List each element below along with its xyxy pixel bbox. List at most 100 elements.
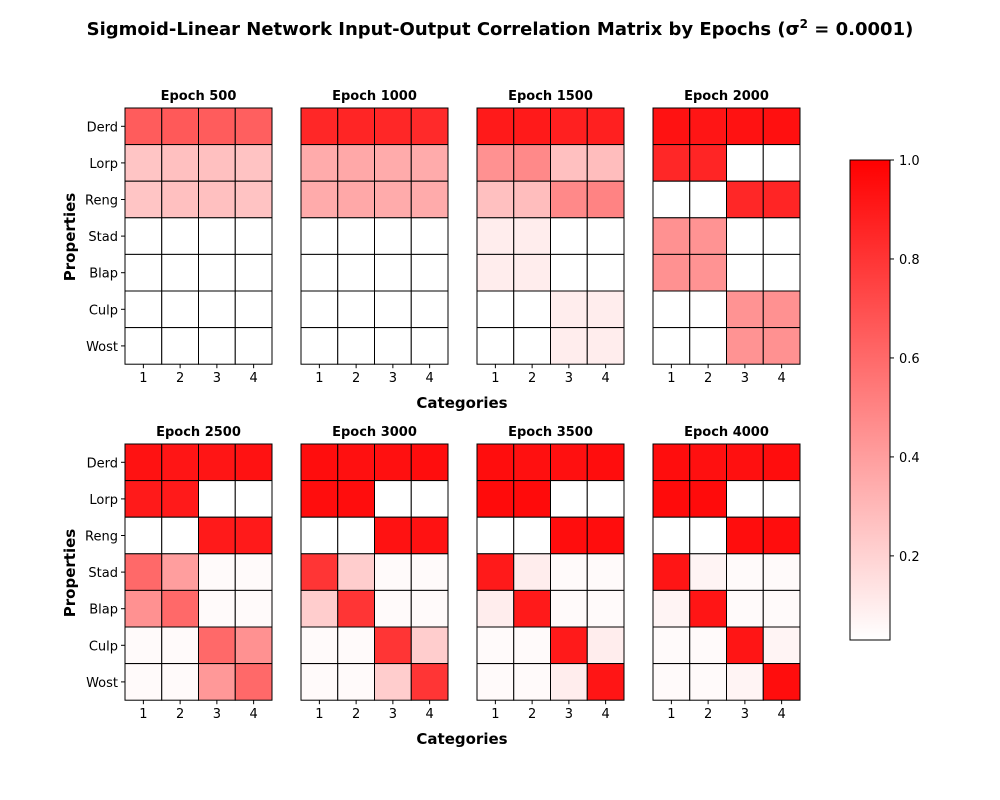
- heatmap-cell: [762, 553, 801, 591]
- heatmap-cell: [476, 663, 515, 701]
- heatmap-cell: [726, 217, 764, 255]
- heatmap-cell: [198, 663, 236, 701]
- heatmap-cell: [410, 217, 449, 255]
- heatmap-cell: [337, 144, 375, 182]
- heatmap-cell: [726, 253, 764, 292]
- heatmap-cell: [689, 180, 727, 219]
- heatmap-cell: [300, 589, 339, 628]
- heatmap-cell: [762, 626, 801, 665]
- heatmap-cell: [300, 480, 339, 518]
- heatmap-cell: [726, 626, 764, 665]
- heatmap-cell: [550, 480, 588, 518]
- heatmap-panel: Epoch 2500 1 2 3 4 Derd Lorp Reng Stad Blap Culp Wo…: [85, 425, 273, 722]
- x-tick-label: 1: [667, 707, 675, 722]
- y-tick-label: Stad: [88, 230, 118, 245]
- x-tick-label: 3: [565, 707, 573, 722]
- heatmap-cell: [652, 626, 691, 665]
- heatmap-cell: [337, 253, 375, 292]
- heatmap-cell: [300, 253, 339, 292]
- heatmap-cell: [513, 443, 551, 482]
- heatmap-cell: [410, 553, 449, 591]
- heatmap-cell: [124, 180, 163, 219]
- figure-title: Sigmoid-Linear Network Input-Output Corr…: [87, 17, 914, 40]
- heatmap-cell: [124, 663, 163, 701]
- heatmap-cell: [726, 107, 764, 146]
- heatmap-cell: [337, 443, 375, 482]
- x-tick-label: 4: [777, 371, 785, 386]
- heatmap-cell: [586, 290, 625, 329]
- heatmap-cell: [550, 290, 588, 329]
- heatmap-cell: [161, 180, 199, 219]
- heatmap-cell: [374, 663, 412, 701]
- y-tick-label: Stad: [88, 566, 118, 581]
- x-tick-label: 3: [741, 371, 749, 386]
- heatmap-cell: [124, 553, 163, 591]
- heatmap-cell: [762, 107, 801, 146]
- heatmap-cell: [374, 553, 412, 591]
- heatmap-cell: [689, 253, 727, 292]
- heatmap-cell: [337, 516, 375, 555]
- x-tick-label: 1: [315, 371, 323, 386]
- colorbar: 0.2 0.4 0.6 0.8 1.0: [849, 154, 920, 641]
- heatmap-cell: [550, 180, 588, 219]
- heatmap-cell: [586, 217, 625, 255]
- x-tick-label: 3: [389, 707, 397, 722]
- panel-title: Epoch 3000: [332, 425, 417, 440]
- heatmap-cell: [586, 443, 625, 482]
- heatmap-cell: [198, 553, 236, 591]
- heatmap-cell: [513, 553, 551, 591]
- heatmap-cell: [513, 589, 551, 628]
- heatmap-cell: [374, 144, 412, 182]
- heatmap-cell: [410, 107, 449, 146]
- heatmap-cell: [300, 626, 339, 665]
- heatmap-cell: [689, 327, 727, 365]
- heatmap-cell: [410, 180, 449, 219]
- heatmap-cell: [550, 663, 588, 701]
- y-tick-label: Blap: [89, 267, 118, 282]
- heatmap-cell: [476, 253, 515, 292]
- heatmap-cell: [374, 443, 412, 482]
- heatmap-cell: [726, 290, 764, 329]
- heatmap-cell: [513, 663, 551, 701]
- heatmap-cell: [337, 180, 375, 219]
- y-tick-label: Culp: [89, 639, 118, 654]
- y-tick-label: Lorp: [89, 157, 118, 172]
- heatmap-cell: [762, 144, 801, 182]
- heatmap-cell: [161, 144, 199, 182]
- y-tick-label: Derd: [87, 120, 118, 135]
- heatmap-cell: [586, 516, 625, 555]
- heatmap-cell: [410, 144, 449, 182]
- x-tick-label: 1: [139, 371, 147, 386]
- heatmap-cell: [513, 144, 551, 182]
- heatmap-cell: [762, 480, 801, 518]
- heatmap-cell: [161, 290, 199, 329]
- heatmap-cell: [476, 480, 515, 518]
- colorbar-tick-label: 0.6: [899, 352, 920, 367]
- heatmap-cell: [476, 290, 515, 329]
- x-tick-label: 4: [249, 707, 257, 722]
- heatmap-panel: Epoch 2000 1 2 3 4: [652, 89, 801, 386]
- heatmap-cell: [689, 290, 727, 329]
- y-tick-label: Derd: [87, 456, 118, 471]
- heatmap-cell: [410, 516, 449, 555]
- heatmap-cell: [652, 144, 691, 182]
- heatmap-cell: [161, 663, 199, 701]
- heatmap-cell: [652, 589, 691, 628]
- heatmap-cell: [161, 253, 199, 292]
- x-tick-label: 2: [176, 707, 184, 722]
- x-tick-label: 1: [139, 707, 147, 722]
- heatmap-cell: [689, 480, 727, 518]
- heatmap-cell: [124, 443, 163, 482]
- heatmap-cell: [410, 589, 449, 628]
- heatmap-cell: [337, 589, 375, 628]
- heatmap-cell: [234, 480, 273, 518]
- heatmap-cell: [124, 327, 163, 365]
- heatmap-cell: [124, 589, 163, 628]
- heatmap-cell: [337, 107, 375, 146]
- panel-title: Epoch 500: [161, 89, 237, 104]
- heatmap-panels: Epoch 500 1 2 3 4 Derd Lorp Reng Stad Blap Culp Wos…: [85, 89, 801, 722]
- heatmap-cell: [689, 144, 727, 182]
- heatmap-cell: [300, 663, 339, 701]
- heatmap-cell: [762, 443, 801, 482]
- heatmap-cell: [513, 516, 551, 555]
